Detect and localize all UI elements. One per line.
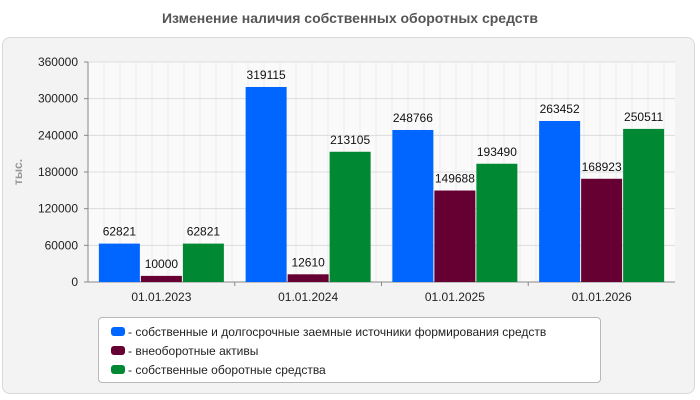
y-tick-label: 120000 (38, 202, 78, 216)
x-tick-label: 01.01.2024 (278, 290, 338, 304)
data-label: 12610 (291, 255, 325, 269)
legend-label-series-2: - внеоборотные активы (128, 343, 259, 358)
data-label: 168923 (582, 160, 622, 174)
data-label: 193490 (477, 145, 517, 159)
legend-swatch-series-3 (111, 365, 125, 374)
y-tick-label: 360000 (38, 55, 78, 69)
data-label: 250511 (624, 110, 663, 124)
y-axis-label: тыс. (11, 159, 25, 185)
y-tick-label: 60000 (45, 238, 79, 252)
x-tick-label: 01.01.2026 (572, 290, 632, 304)
legend-swatch-series-1 (111, 327, 125, 336)
y-tick-label: 240000 (38, 128, 78, 142)
data-label: 10000 (145, 257, 179, 271)
legend-label-series-1: - собственные и долгосрочные заемные ист… (128, 324, 547, 339)
y-tick-label: 180000 (38, 165, 78, 179)
bar-series-2 (287, 274, 329, 282)
data-label: 263452 (540, 102, 580, 116)
bar-series-2 (140, 275, 182, 282)
legend-swatch-series-2 (111, 346, 125, 355)
bar-series-1 (539, 121, 581, 282)
data-label: 213105 (330, 133, 370, 147)
bar-series-1 (392, 129, 434, 282)
chart-title: Изменение наличия собственных оборотных … (161, 10, 539, 26)
bar-series-3 (476, 163, 518, 282)
legend-item-series-3: - собственные оборотные средства (111, 360, 600, 379)
data-label: 319115 (247, 68, 286, 82)
legend-label-series-3: - собственные оборотные средства (128, 362, 326, 377)
chart-legend: - собственные и долгосрочные заемные ист… (98, 317, 601, 383)
bar-series-1 (245, 86, 287, 282)
bar-series-3 (329, 151, 371, 282)
bar-series-2 (434, 190, 476, 282)
bar-series-3 (182, 243, 224, 282)
data-label: 62821 (187, 225, 221, 239)
data-label: 248766 (393, 111, 433, 125)
bar-series-1 (98, 243, 140, 282)
y-tick-label: 0 (71, 275, 78, 289)
legend-item-series-1: - собственные и долгосрочные заемные ист… (111, 322, 600, 341)
bar-series-2 (581, 178, 623, 282)
x-tick-label: 01.01.2023 (131, 290, 191, 304)
legend-item-series-2: - внеоборотные активы (111, 341, 600, 360)
x-tick-label: 01.01.2025 (425, 290, 485, 304)
y-tick-label: 300000 (38, 92, 78, 106)
bar-series-3 (623, 128, 665, 282)
data-label: 62821 (103, 225, 137, 239)
data-label: 149688 (435, 172, 475, 186)
